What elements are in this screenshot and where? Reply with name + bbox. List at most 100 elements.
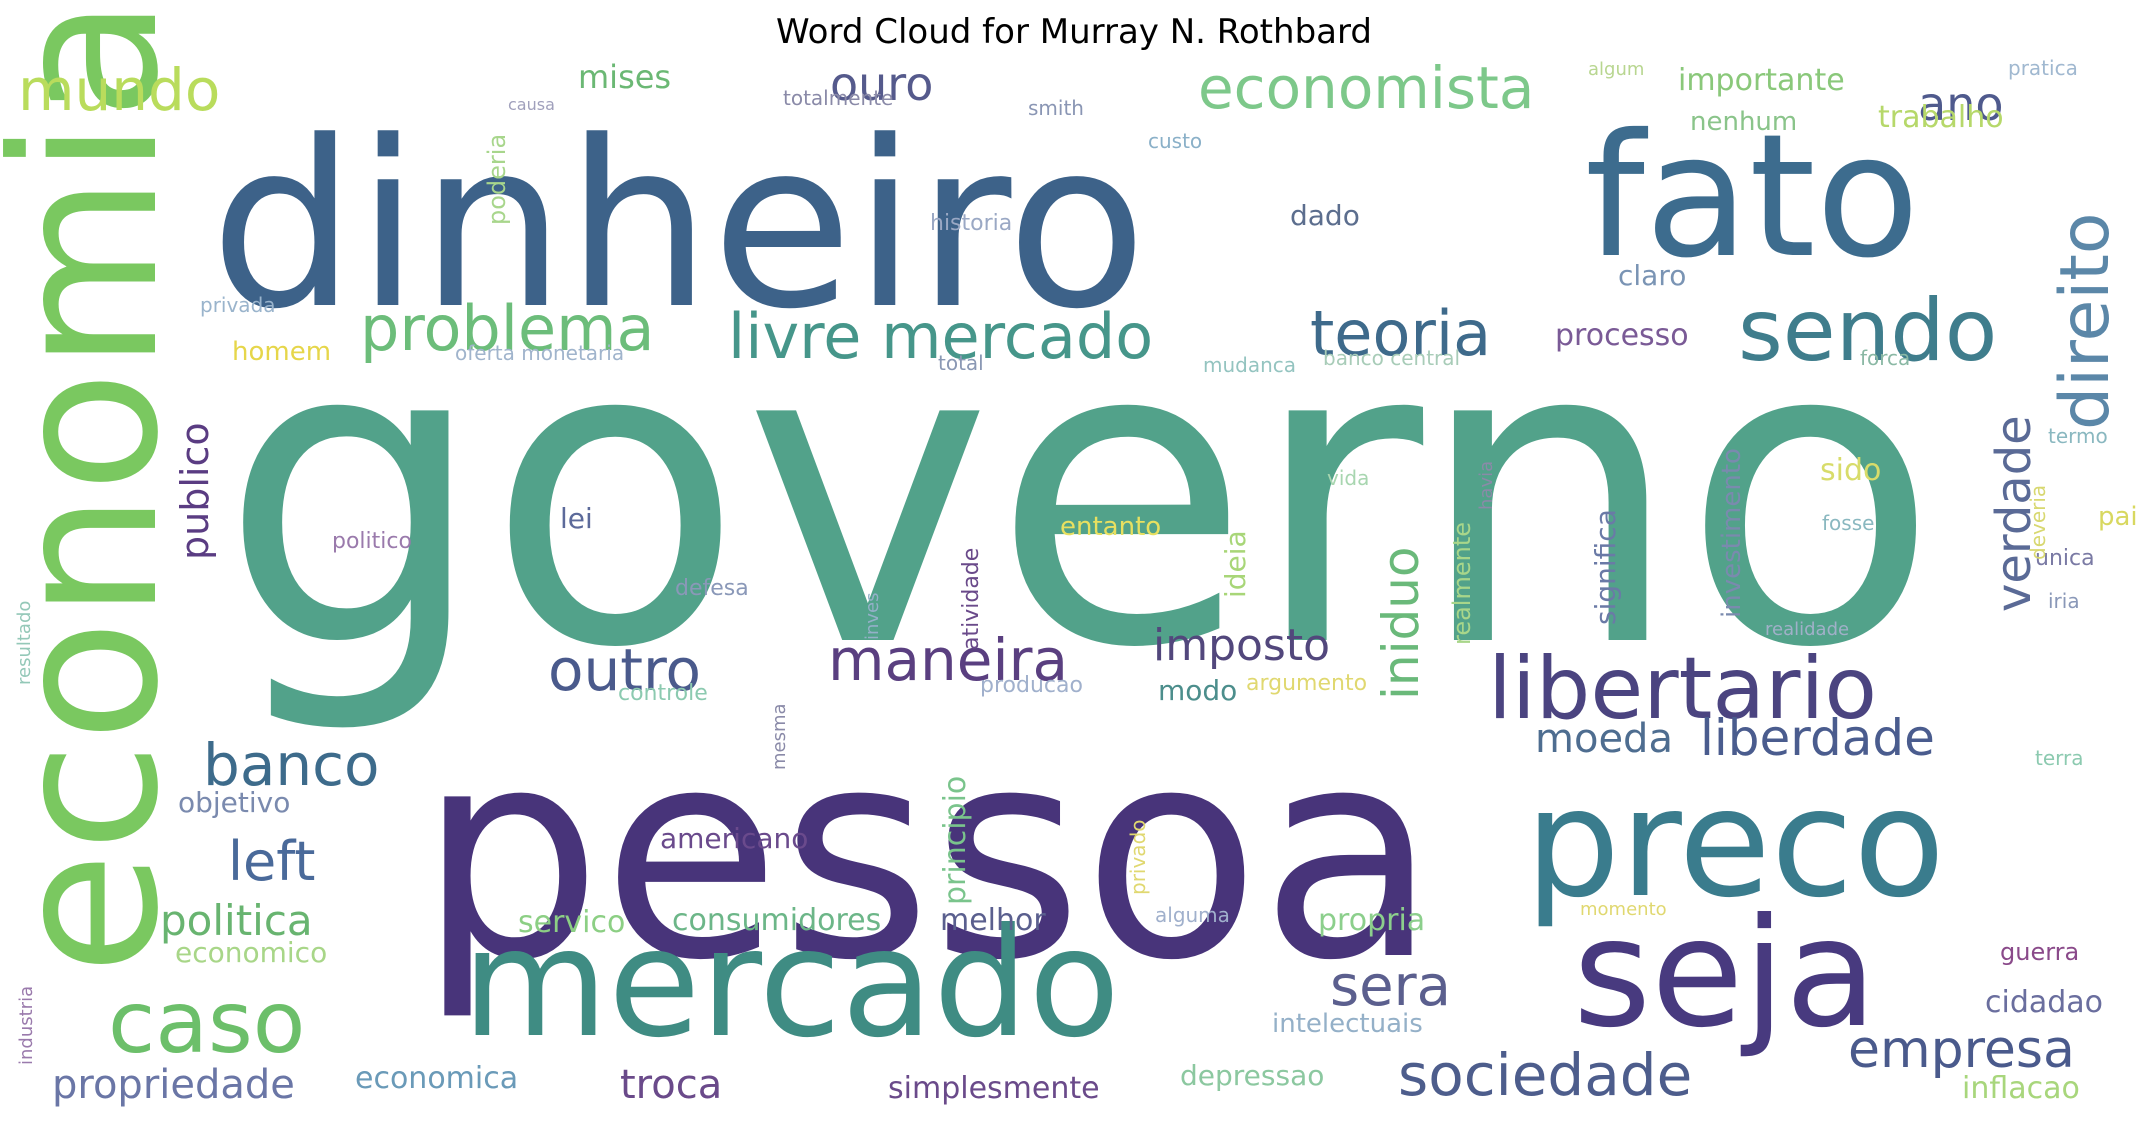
word-cloud-word: propriedade <box>52 1062 295 1108</box>
word-cloud-word: privada <box>200 293 276 317</box>
word-cloud-word: troca <box>620 1062 722 1108</box>
word-cloud-word: total <box>938 351 984 375</box>
word-cloud-word: mundo <box>18 56 220 124</box>
word-cloud-word: nenhum <box>1690 107 1797 137</box>
word-cloud-word: importante <box>1678 63 1845 98</box>
word-cloud-word: sociedade <box>1398 1041 1692 1109</box>
word-cloud-word: left <box>228 830 315 893</box>
word-cloud-word: atividade <box>959 548 984 650</box>
word-cloud-word: mudanca <box>1203 353 1296 377</box>
word-cloud-word: politico <box>332 529 412 554</box>
word-cloud-word: melhor <box>940 903 1046 938</box>
word-cloud-word: liberdade <box>1700 709 1935 767</box>
word-cloud-word: sendo <box>1738 281 1997 381</box>
word-cloud-word: economista <box>1198 54 1534 122</box>
word-cloud-word: moeda <box>1535 716 1673 762</box>
word-cloud-word: banco central <box>1323 346 1460 370</box>
word-cloud-word: ouro <box>830 57 933 111</box>
word-cloud-word: sera <box>1330 954 1451 1019</box>
word-cloud-word: intelectuais <box>1272 1009 1423 1039</box>
word-cloud-word: problema <box>360 292 655 365</box>
word-cloud-word: pratica <box>2008 56 2078 80</box>
word-cloud-word: iria <box>2048 589 2080 613</box>
word-cloud-word: trabalho <box>1878 100 2004 135</box>
word-cloud-word: unica <box>2035 546 2095 571</box>
word-cloud-word: modo <box>1158 674 1237 707</box>
word-cloud-word: pai <box>2098 502 2138 532</box>
word-cloud-word: consumidores <box>672 903 881 938</box>
word-cloud-word: propria <box>1318 903 1425 938</box>
word-cloud-word: ano <box>1918 77 2004 131</box>
word-cloud-word: homem <box>232 337 331 367</box>
word-cloud-word: lei <box>560 502 593 535</box>
word-cloud-word: fosse <box>1822 511 1874 535</box>
word-cloud-word: economico <box>175 936 327 969</box>
word-cloud-word: privado <box>1126 820 1150 896</box>
word-cloud-word: industria <box>16 986 37 1065</box>
word-cloud-word: objetivo <box>178 786 290 819</box>
word-cloud-word: pessoa <box>418 687 1438 1024</box>
word-cloud-word: outro <box>548 636 701 704</box>
word-cloud-word: publico <box>173 422 217 560</box>
word-cloud-word: poderia <box>483 134 511 225</box>
word-cloud-word: ideia <box>1219 530 1252 598</box>
word-cloud-word: smith <box>1028 96 1084 120</box>
word-cloud-word: vida <box>1327 466 1369 490</box>
word-cloud-word: resultado <box>14 601 35 685</box>
word-cloud-word: dinheiro <box>210 93 1147 360</box>
word-cloud-word: americano <box>660 822 808 855</box>
word-cloud-word: sido <box>1820 453 1881 488</box>
word-cloud-word: servico <box>518 905 625 940</box>
word-cloud-word: preco <box>1525 757 1945 931</box>
word-cloud-word: momento <box>1580 899 1667 920</box>
word-cloud-word: claro <box>1618 259 1686 292</box>
word-cloud-word: governo <box>220 251 1939 740</box>
chart-title: Word Cloud for Murray N. Rothbard <box>776 12 1372 52</box>
word-cloud-word: causa <box>508 95 555 114</box>
word-cloud-word: oferta monetaria <box>455 341 624 365</box>
word-cloud-word: cidadao <box>1985 985 2103 1020</box>
word-cloud-word: defesa <box>675 576 749 601</box>
word-cloud-word: inflacao <box>1962 1071 2080 1106</box>
word-cloud-word: verdade <box>1986 415 2042 612</box>
word-cloud-word: caso <box>108 973 305 1073</box>
word-cloud-word: producao <box>980 673 1083 698</box>
word-cloud-word: libertario <box>1488 639 1877 739</box>
word-cloud-word: guerra <box>2000 938 2079 966</box>
word-cloud-word: entanto <box>1060 512 1161 542</box>
word-cloud-word: livre mercado <box>728 300 1153 373</box>
word-cloud-word: iniduo <box>1372 547 1430 701</box>
word-cloud-word: maneira <box>828 626 1068 694</box>
word-cloud-word: totalmente <box>783 86 893 110</box>
word-cloud-word: historia <box>930 211 1012 236</box>
word-cloud-word: politica <box>160 896 313 945</box>
word-cloud-word: economica <box>355 1061 518 1096</box>
word-cloud-word: empresa <box>1848 1020 2075 1080</box>
word-cloud-word: mises <box>578 58 671 96</box>
word-cloud-word: alguma <box>1155 903 1230 927</box>
word-cloud-word: argumento <box>1246 671 1367 696</box>
word-cloud-word: economia <box>0 0 203 975</box>
word-cloud-word: significa <box>1589 509 1622 625</box>
word-cloud-word: simplesmente <box>888 1071 1100 1106</box>
word-cloud-word: custo <box>1148 129 1202 153</box>
word-cloud-word: investimento <box>1717 448 1747 618</box>
word-cloud-word: dado <box>1290 199 1360 232</box>
word-cloud-word: principio <box>938 776 973 905</box>
word-cloud-word: termo <box>2048 424 2108 448</box>
word-cloud-word: controle <box>618 681 708 706</box>
word-cloud-word: direito <box>2046 212 2125 430</box>
word-cloud-word: inves <box>862 592 883 640</box>
word-cloud-word: realmente <box>1448 522 1476 645</box>
word-cloud-word: mesma <box>769 703 790 770</box>
word-cloud-word: deveria <box>2026 485 2050 560</box>
word-cloud-word: fato <box>1585 98 1920 296</box>
word-cloud-word: processo <box>1555 318 1689 353</box>
word-cloud-word: imposto <box>1153 620 1330 671</box>
word-cloud-word: havia <box>1476 461 1497 510</box>
word-cloud-word: depressao <box>1180 1059 1324 1092</box>
word-cloud-word: terra <box>2035 746 2084 770</box>
word-cloud-word: forca <box>1860 346 1910 370</box>
word-cloud-word: algum <box>1588 59 1644 80</box>
